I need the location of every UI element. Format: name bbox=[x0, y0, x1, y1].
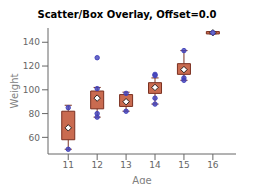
svg-text:140: 140 bbox=[23, 37, 40, 47]
svg-text:80: 80 bbox=[29, 109, 41, 119]
svg-text:Weight: Weight bbox=[9, 74, 20, 109]
html-text:Scatter/Box Overlay, Offset=0.: Scatter/Box Overlay, Offset=0.0 bbox=[37, 9, 217, 20]
svg-text:13: 13 bbox=[120, 160, 131, 170]
svg-text:100: 100 bbox=[23, 85, 40, 95]
svg-text:16: 16 bbox=[207, 160, 219, 170]
svg-text:12: 12 bbox=[91, 160, 102, 170]
svg-text:60: 60 bbox=[29, 133, 41, 143]
svg-text:11: 11 bbox=[63, 160, 74, 170]
svg-text:15: 15 bbox=[178, 160, 189, 170]
svg-text:14: 14 bbox=[149, 160, 161, 170]
svg-text:120: 120 bbox=[23, 61, 40, 71]
svg-text:Age: Age bbox=[132, 175, 151, 184]
